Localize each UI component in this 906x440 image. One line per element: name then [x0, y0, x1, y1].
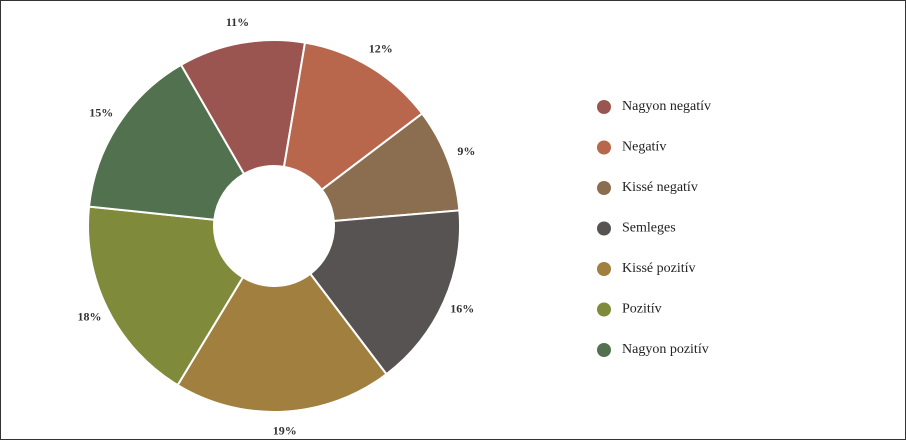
legend-marker [597, 100, 611, 114]
legend-marker [597, 140, 611, 155]
data-label: 15% [89, 106, 113, 120]
slice [87, 205, 245, 387]
data-label: 19% [273, 423, 297, 437]
slice [282, 41, 424, 192]
legend-marker [597, 181, 611, 195]
data-label: 16% [450, 302, 474, 316]
legend-marker [597, 262, 611, 276]
data-label: 12% [369, 42, 393, 56]
legend-label: Nagyon pozitív [622, 342, 709, 357]
data-label: 9% [457, 144, 475, 158]
slice [179, 39, 307, 176]
slice [308, 209, 461, 376]
legend-label: Kissé negatív [622, 180, 698, 195]
legend-marker [597, 343, 611, 357]
legend-label: Kissé pozitív [622, 261, 696, 276]
legend-label: Negatív [622, 140, 666, 155]
data-label: 18% [77, 309, 101, 323]
data-label: 11% [226, 15, 249, 29]
legend-label: Pozitív [622, 302, 662, 317]
legend-label: Nagyon negatív [622, 99, 711, 114]
legend-marker [597, 221, 611, 236]
legend-label: Semleges [622, 221, 676, 236]
legend-marker [597, 302, 611, 317]
slice [176, 272, 388, 413]
slice [87, 63, 246, 221]
